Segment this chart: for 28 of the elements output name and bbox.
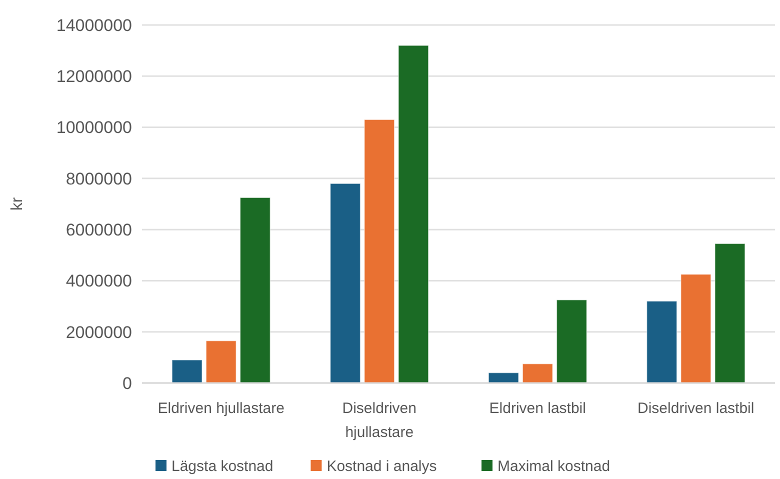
- legend-label: Lägsta kostnad: [172, 458, 274, 475]
- y-tick-label: 2000000: [66, 322, 132, 342]
- x-tick-label: Eldriven lastbil: [489, 400, 586, 417]
- y-axis-title: kr: [9, 196, 26, 211]
- bar: [172, 360, 202, 384]
- bar: [398, 45, 429, 384]
- y-tick-label: 12000000: [56, 67, 132, 86]
- bar: [240, 197, 271, 384]
- x-tick-label: Diseldriven lastbil: [638, 400, 754, 417]
- bar: [646, 300, 678, 384]
- y-tick-label: 6000000: [66, 220, 132, 240]
- bar: [488, 372, 519, 384]
- y-tick-label: 4000000: [66, 272, 132, 291]
- bar: [680, 274, 712, 384]
- y-tick-label: 0: [122, 374, 132, 393]
- bar: [364, 119, 395, 384]
- bar: [556, 299, 588, 384]
- y-tick-label: 8000000: [66, 169, 132, 188]
- y-tick-label: 10000000: [56, 118, 132, 138]
- bar: [522, 363, 554, 384]
- legend-label: Maximal kostnad: [498, 458, 610, 475]
- bar: [330, 183, 361, 384]
- x-tick-label: Eldriven hjullastare: [158, 400, 284, 417]
- x-tick-label: Diseldriven hjullastare: [342, 400, 416, 441]
- bar: [206, 340, 237, 384]
- legend-label: Kostnad i analys: [326, 458, 437, 475]
- y-tick-label: 14000000: [56, 16, 132, 35]
- bar: [714, 243, 746, 384]
